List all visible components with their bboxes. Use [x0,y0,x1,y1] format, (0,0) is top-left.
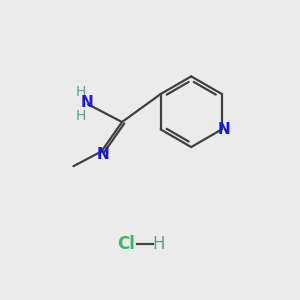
Text: Cl: Cl [118,235,135,253]
Text: N: N [97,147,109,162]
Text: N: N [218,122,231,137]
Text: N: N [80,95,93,110]
Text: H: H [76,109,86,122]
Text: H: H [76,85,86,99]
Text: H: H [153,235,165,253]
